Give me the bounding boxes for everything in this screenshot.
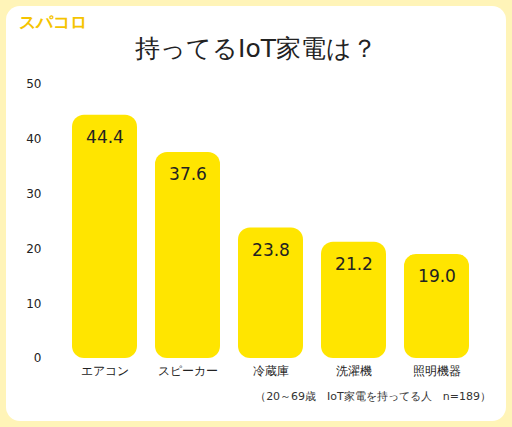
svg-text:スピーカー: スピーカー [158, 364, 218, 378]
svg-text:44.4: 44.4 [86, 127, 124, 147]
svg-text:37.6: 37.6 [169, 164, 207, 184]
html-text:持ってるIoT家電は？: 持ってるIoT家電は？ [135, 34, 377, 63]
svg-text:冷蔵庫: 冷蔵庫 [253, 364, 289, 378]
html-text:スパコロ: スパコロ [19, 12, 87, 32]
svg-text:23.8: 23.8 [252, 240, 290, 260]
svg-text:照明機器: 照明機器 [413, 364, 461, 378]
svg-text:洗濯機: 洗濯機 [336, 364, 372, 378]
svg-text:20: 20 [26, 242, 41, 256]
svg-text:21.2: 21.2 [335, 254, 373, 274]
html-text:（20～69歳 IoT家電を持ってる人 n=189）: （20～69歳 IoT家電を持ってる人 n=189） [255, 390, 491, 403]
svg-text:50: 50 [26, 77, 41, 91]
svg-text:30: 30 [26, 187, 41, 201]
svg-text:エアコン: エアコン [81, 364, 129, 378]
svg-text:10: 10 [26, 297, 41, 311]
svg-text:19.0: 19.0 [418, 266, 456, 286]
svg-text:40: 40 [26, 132, 41, 146]
svg-text:0: 0 [34, 351, 42, 365]
